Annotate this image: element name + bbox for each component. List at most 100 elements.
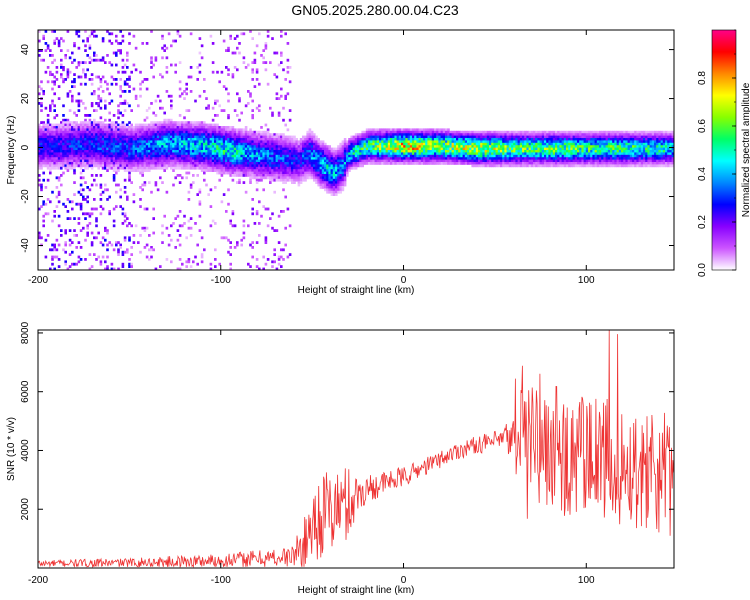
spectrogram-cell bbox=[297, 166, 301, 170]
spectrogram-cell bbox=[297, 181, 301, 184]
spectrogram-cell bbox=[372, 135, 375, 139]
spectrogram-cell bbox=[260, 178, 263, 182]
spectrogram-cell bbox=[44, 133, 48, 136]
spectrogram-cell bbox=[326, 164, 329, 168]
spectrogram-cell bbox=[84, 118, 87, 122]
spectrogram-cell bbox=[313, 171, 316, 175]
spectrogram-cell bbox=[238, 171, 241, 175]
spectrogram-cell bbox=[365, 157, 369, 160]
spectrogram-cell bbox=[44, 162, 48, 165]
spectrogram-cell bbox=[214, 138, 217, 141]
spectrogram-cell bbox=[253, 130, 257, 134]
spectrogram-cell bbox=[317, 183, 320, 187]
spectrogram-cell bbox=[176, 150, 180, 153]
spectrogram-cell bbox=[93, 207, 96, 211]
spectrogram-cell bbox=[150, 121, 153, 124]
spectrogram-cell bbox=[484, 138, 488, 141]
spectrogram-cell bbox=[62, 138, 65, 141]
spectrogram-cell bbox=[220, 128, 224, 132]
spectrogram-cell bbox=[86, 166, 89, 170]
spectrogram-cell bbox=[196, 128, 199, 132]
spectrogram-cell bbox=[262, 145, 265, 148]
spectrogram-cell bbox=[431, 133, 435, 136]
spectrogram-cell bbox=[156, 145, 160, 148]
spectrogram-cell bbox=[381, 145, 384, 148]
spectrogram-cell bbox=[222, 128, 226, 132]
spectrogram-cell bbox=[394, 159, 397, 163]
spectrogram-cell bbox=[66, 75, 70, 79]
spectrogram-cell bbox=[308, 150, 312, 153]
spectrogram-cell bbox=[170, 150, 173, 153]
spectrogram-cell bbox=[82, 68, 85, 72]
spectrogram-cell bbox=[280, 162, 283, 165]
spectrogram-cell bbox=[515, 152, 518, 156]
spectrogram-cell bbox=[275, 97, 279, 100]
spectrogram-cell bbox=[302, 142, 305, 146]
spectrogram-cell bbox=[225, 126, 228, 129]
spectrogram-cell bbox=[361, 145, 364, 148]
spectrogram-cell bbox=[275, 162, 279, 165]
spectrogram-cell bbox=[200, 253, 204, 256]
spectrogram-cell bbox=[57, 152, 61, 156]
spectrogram-cell bbox=[310, 130, 314, 134]
spectrogram-cell bbox=[44, 135, 48, 139]
spectrogram-cell bbox=[44, 154, 48, 158]
spectrogram-cell bbox=[132, 145, 136, 148]
spectrogram-cell bbox=[79, 166, 83, 170]
spectrogram-cell bbox=[71, 80, 74, 84]
spectrogram-cell bbox=[97, 231, 100, 235]
spectrogram-cell bbox=[214, 140, 217, 144]
spectrogram-cell bbox=[40, 135, 43, 139]
spectrogram-cell bbox=[260, 214, 263, 218]
spectrogram-cell bbox=[192, 126, 195, 129]
spectrogram-cell bbox=[363, 152, 367, 156]
spectrogram-cell bbox=[137, 152, 140, 156]
spectrogram-cell bbox=[238, 140, 241, 144]
spectrogram-cell bbox=[176, 267, 180, 270]
spectrogram-cell bbox=[108, 210, 111, 213]
spectrogram-cell bbox=[253, 142, 257, 146]
spectrogram-cell bbox=[491, 133, 494, 136]
spectrogram-cell bbox=[394, 140, 397, 144]
spectrogram-cell bbox=[198, 190, 202, 194]
spectrogram-cell bbox=[185, 121, 188, 124]
spectrogram-cell bbox=[504, 150, 507, 153]
spectrogram-cell bbox=[73, 78, 76, 81]
spectrogram-cell bbox=[357, 145, 360, 148]
spectrogram-cell bbox=[141, 171, 144, 175]
spectrogram-cell bbox=[447, 162, 450, 165]
spectrogram-cell bbox=[337, 169, 340, 172]
spectrogram-cell bbox=[104, 229, 107, 232]
spectrogram-cell bbox=[99, 157, 103, 160]
spectrogram-cell bbox=[108, 142, 111, 146]
spectrogram-cell bbox=[374, 147, 378, 151]
spectrogram-cell bbox=[343, 166, 347, 170]
spectrogram-cell bbox=[68, 229, 72, 232]
spectrogram-cell bbox=[282, 169, 285, 172]
spectrogram-cell bbox=[68, 157, 72, 160]
spectrogram-cell bbox=[233, 164, 237, 168]
spectrogram-cell bbox=[82, 39, 85, 43]
spectrogram-cell bbox=[500, 150, 503, 153]
spectrogram-cell bbox=[42, 219, 45, 223]
spectrogram-cell bbox=[51, 140, 54, 144]
spectrogram-cell bbox=[244, 145, 248, 148]
spectrogram-cell bbox=[469, 138, 472, 141]
spectrogram-cell bbox=[478, 159, 481, 163]
spectrogram-cell bbox=[409, 133, 413, 136]
spectrogram-cell bbox=[445, 154, 448, 158]
spectrogram-cell bbox=[99, 183, 103, 187]
spectrogram-cell bbox=[394, 145, 397, 148]
spectrogram-cell bbox=[504, 157, 507, 160]
spectrogram-cell bbox=[174, 128, 177, 132]
spectrogram-cell bbox=[101, 157, 105, 160]
spectrogram-cell bbox=[473, 150, 477, 153]
spectrogram-cell bbox=[374, 130, 378, 134]
spectrogram-cell bbox=[480, 138, 483, 141]
spectrogram-cell bbox=[286, 157, 290, 160]
spectrogram-cell bbox=[326, 159, 329, 163]
spectrogram-cell bbox=[511, 140, 514, 144]
spectrogram-cell bbox=[82, 162, 85, 165]
spectrogram-cell bbox=[198, 154, 202, 158]
spectrogram-cell bbox=[398, 128, 402, 132]
